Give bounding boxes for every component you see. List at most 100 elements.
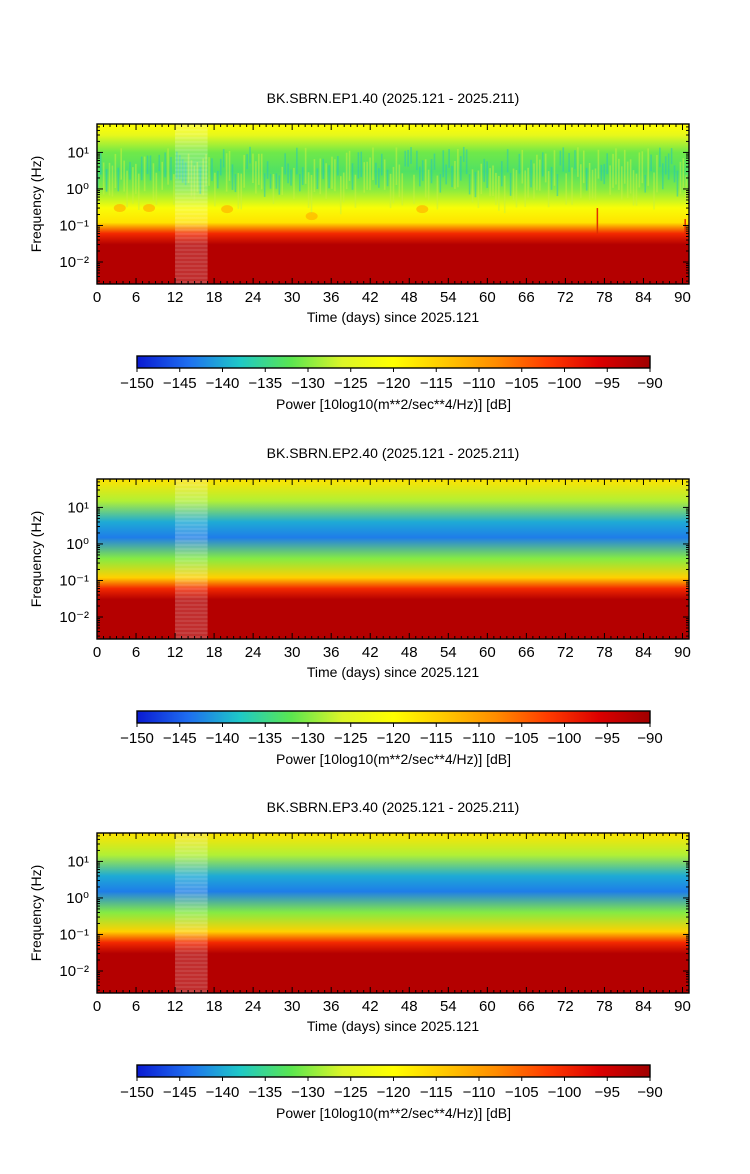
noise-streak: [97, 174, 99, 189]
colorbar-bar: [136, 355, 651, 369]
x-tick-label: 36: [323, 644, 340, 661]
x-tick-label: 0: [93, 998, 101, 1015]
noise-streak: [307, 172, 310, 208]
x-axis-label: Time (days) since 2025.121: [307, 309, 479, 325]
x-tick-label: 0: [93, 289, 101, 306]
noise-streak: [129, 161, 131, 180]
colorbar-tick-label: −110: [463, 730, 496, 747]
noise-streak: [260, 153, 263, 190]
noise-streak: [401, 173, 404, 206]
noise-streak: [255, 161, 257, 194]
colorbar-tick-label: −140: [206, 375, 240, 392]
noise-streak: [533, 163, 535, 199]
noise-streak: [99, 152, 102, 175]
noise-streak: [170, 156, 172, 181]
noise-streak: [659, 147, 661, 168]
noise-streak: [304, 147, 307, 184]
colorbar-tick-label: −135: [248, 730, 282, 747]
noise-streak: [375, 162, 377, 185]
x-tick-label: 54: [440, 644, 457, 661]
noise-streak: [506, 149, 509, 173]
noise-streak: [225, 153, 228, 192]
noise-streak: [582, 150, 585, 184]
spike-line: [596, 208, 599, 234]
noise-streak: [181, 159, 184, 183]
noise-streak: [334, 159, 336, 192]
noise-streak: [328, 165, 330, 189]
x-tick-label: 18: [206, 644, 223, 661]
colorbar-1: −150 −145 −140 −135 −130 −125 −120 −115 −110 −105…: [120, 355, 663, 412]
noise-streak: [135, 163, 137, 194]
noise-streak: [281, 166, 284, 196]
noise-streak: [577, 147, 579, 177]
noise-streak: [541, 152, 544, 177]
noise-streak: [509, 172, 512, 196]
noise-streak: [372, 147, 374, 181]
x-tick-label: 60: [479, 998, 496, 1015]
y-tick-label: 10⁰: [66, 890, 89, 907]
noise-streak: [597, 149, 600, 179]
x-tick-label: 54: [440, 289, 457, 306]
noise-streak: [146, 155, 149, 174]
noise-streak: [580, 164, 582, 199]
data-gap: [175, 479, 208, 639]
noise-streak: [498, 175, 500, 211]
noise-streak: [477, 170, 480, 209]
noise-streak: [571, 167, 573, 205]
noise-streak: [635, 173, 638, 206]
noise-streak: [682, 158, 685, 190]
x-tick-label: 90: [674, 289, 691, 306]
colorbar-tick-label: −105: [505, 730, 539, 747]
noise-streak: [454, 160, 456, 189]
noise-streak: [474, 172, 477, 198]
x-axis-label: Time (days) since 2025.121: [307, 664, 479, 680]
noise-streak: [667, 153, 670, 180]
noise-streak: [161, 161, 164, 190]
colorbar-tick-label: −95: [595, 375, 620, 392]
noise-streak: [258, 153, 260, 185]
x-tick-label: 36: [323, 998, 340, 1015]
x-axis-label: Time (days) since 2025.121: [307, 1018, 479, 1034]
plot-frame: [96, 832, 690, 994]
noise-streak: [679, 161, 682, 194]
noise-streak: [222, 149, 225, 168]
power-spot: [113, 204, 126, 213]
noise-streak: [126, 170, 128, 208]
y-tick-label: 10⁰: [66, 181, 89, 198]
noise-streak: [430, 159, 433, 184]
x-tick-label: 30: [284, 998, 301, 1015]
noise-streak: [539, 159, 541, 191]
noise-streak: [676, 170, 679, 197]
panel-title: BK.SBRN.EP1.40 (2025.121 - 2025.211): [267, 90, 520, 106]
noise-streak: [638, 152, 641, 188]
noise-streak: [644, 174, 647, 193]
noise-streak: [460, 156, 462, 181]
power-spot: [143, 204, 156, 213]
noise-streak: [190, 160, 193, 197]
noise-streak: [228, 151, 231, 181]
x-tick-label: 48: [401, 644, 418, 661]
y-tick-label: 10¹: [67, 853, 89, 870]
noise-streak: [515, 170, 518, 208]
noise-streak: [664, 156, 667, 175]
x-tick-label: 72: [557, 644, 574, 661]
power-spot: [221, 205, 234, 214]
x-tick-label: 60: [479, 644, 496, 661]
x-tick-label: 66: [518, 644, 535, 661]
noise-streak: [105, 169, 108, 192]
x-tick-label: 42: [362, 998, 379, 1015]
noise-streak: [111, 165, 114, 197]
heatmap-area: [97, 479, 689, 639]
noise-streak: [284, 153, 286, 175]
noise-streak: [451, 165, 453, 188]
heatmap-area: [97, 833, 689, 993]
noise-streak: [137, 173, 140, 211]
noise-streak: [380, 153, 383, 176]
noise-streak: [149, 155, 152, 181]
noise-streak: [585, 167, 588, 191]
noise-streak: [316, 168, 319, 189]
x-tick-label: 72: [557, 998, 574, 1015]
noise-streak: [421, 160, 424, 181]
colorbar-tick-label: −105: [505, 1084, 539, 1101]
noise-streak: [413, 174, 415, 204]
